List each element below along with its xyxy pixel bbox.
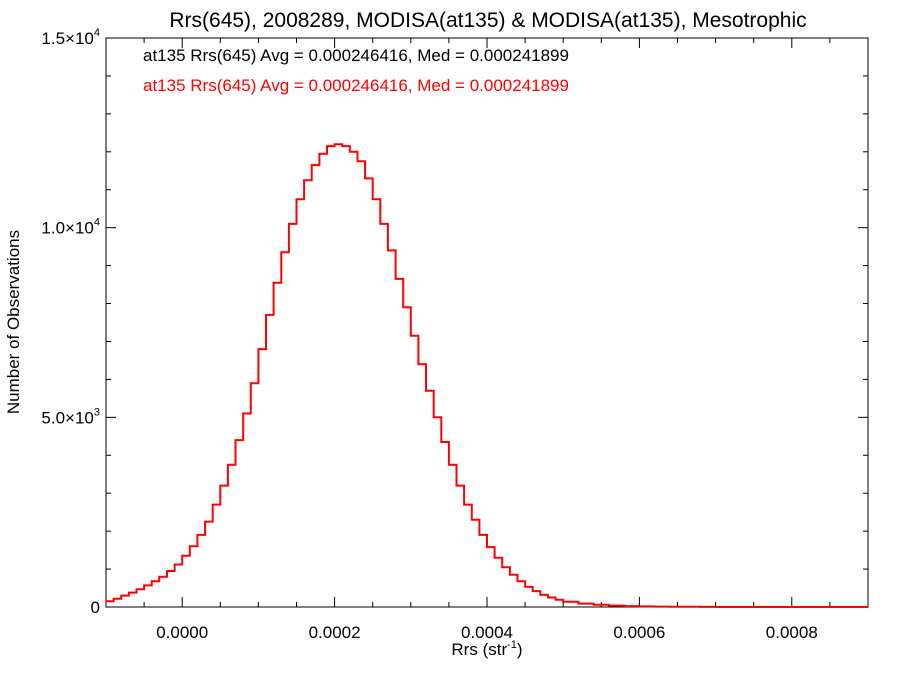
y-tick-label: 5.0×103 (41, 406, 100, 427)
plot-frame (105, 37, 869, 608)
y-axis-label: Number of Observations (4, 230, 23, 414)
x-tick-label: 0.0006 (613, 623, 665, 642)
x-tick-label: 0.0002 (309, 623, 361, 642)
y-tick-label: 1.0×104 (41, 217, 100, 238)
legend-annotation-black: at135 Rrs(645) Avg = 0.000246416, Med = … (143, 46, 569, 65)
chart-title: Rrs(645), 2008289, MODISA(at135) & MODIS… (169, 9, 806, 32)
axis-ticks (106, 37, 868, 608)
legend-annotation-red: at135 Rrs(645) Avg = 0.000246416, Med = … (143, 76, 569, 95)
x-tick-label: 0.0008 (766, 623, 818, 642)
x-tick-label: 0.0004 (461, 623, 513, 642)
histogram-series-line (106, 143, 868, 608)
y-tick-label: 1.5×104 (41, 27, 100, 48)
x-tick-label: 0.0000 (156, 623, 208, 642)
tick-labels: 0.0000 0.0002 0.0004 0.0006 0.0008 0 5.0×103 1.… (41, 27, 817, 642)
y-tick-label: 0 (91, 598, 100, 617)
x-axis-label: Rrs (str-1) (451, 639, 522, 659)
